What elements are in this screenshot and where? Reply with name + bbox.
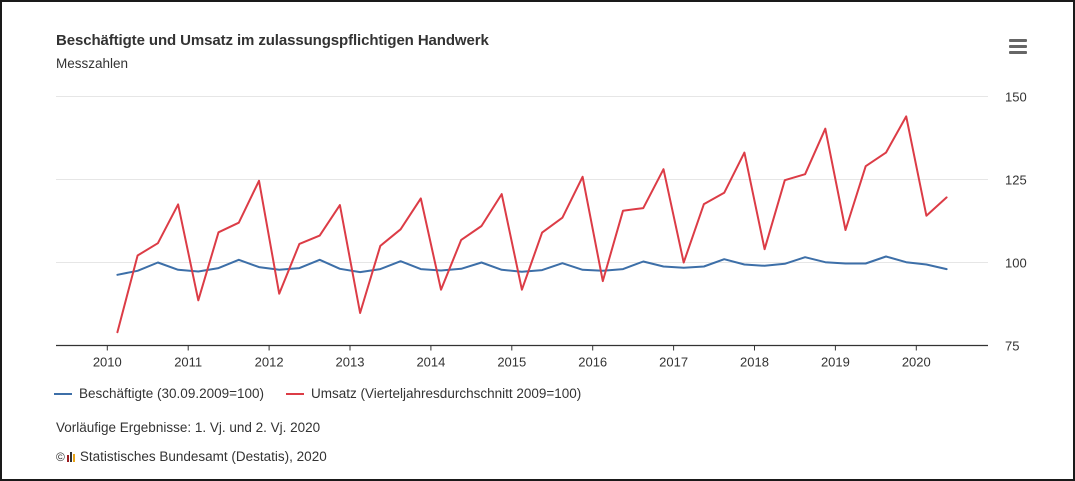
x-tick-label: 2014 [416,355,445,370]
x-tick-label: 2015 [497,355,526,370]
legend-swatch-blue [54,392,72,395]
x-tick-label: 2012 [255,355,284,370]
hamburger-menu-icon[interactable] [1006,36,1030,58]
x-tick-label: 2011 [174,355,202,370]
chart-subtitle: Messzahlen [56,56,129,71]
chart-title: Beschäftigte und Umsatz im zulassungspfl… [56,32,489,49]
menu-bar [1009,39,1027,42]
destatis-logo-icon [66,451,76,462]
legend-swatch-red [286,392,305,395]
legend-label: Beschäftigte (30.09.2009=100) [79,386,265,401]
y-axis-labels: 75 100 125 150 [1005,90,1027,354]
x-tick-label: 2013 [336,355,365,370]
legend-item-umsatz[interactable]: Umsatz (Vierteljahresdurchschnitt 2009=1… [286,386,581,401]
logo-bar [69,452,72,462]
x-tick-label: 2019 [821,355,850,370]
logo-bar [66,455,69,462]
series-line-umsatz[interactable] [116,115,948,334]
menu-bar [1009,51,1027,54]
x-tick-label: 2010 [93,355,122,370]
y-tick-label: 125 [1005,173,1027,188]
x-tick-label: 2018 [740,355,769,370]
copyright-symbol: © [56,449,65,464]
x-tick-label: 2016 [578,355,607,370]
credits: © Statistisches Bundesamt (Destatis), 20… [56,449,327,464]
x-tick-label: 2017 [659,355,688,370]
series-lines [116,115,948,334]
y-tick-label: 100 [1005,256,1027,271]
x-tick-label: 2020 [902,355,931,370]
series-line-beschaeftigte[interactable] [116,255,948,276]
x-axis: 2010 2011 2012 2013 2014 2015 2016 2017 2018 2019… [56,344,988,370]
y-tick-label: 75 [1005,339,1019,354]
menu-bar [1009,45,1027,48]
footnote: Vorläufige Ergebnisse: 1. Vj. und 2. Vj.… [56,420,321,435]
legend-label: Umsatz (Vierteljahresdurchschnitt 2009=1… [311,386,582,401]
legend-item-beschaeftigte[interactable]: Beschäftigte (30.09.2009=100) [54,386,264,401]
gridlines [56,96,988,263]
y-tick-label: 150 [1005,90,1027,105]
credits-text[interactable]: Statistisches Bundesamt (Destatis), 2020 [79,449,327,464]
legend: Beschäftigte (30.09.2009=100) Umsatz (Vi… [54,386,603,401]
logo-bar [72,454,75,462]
